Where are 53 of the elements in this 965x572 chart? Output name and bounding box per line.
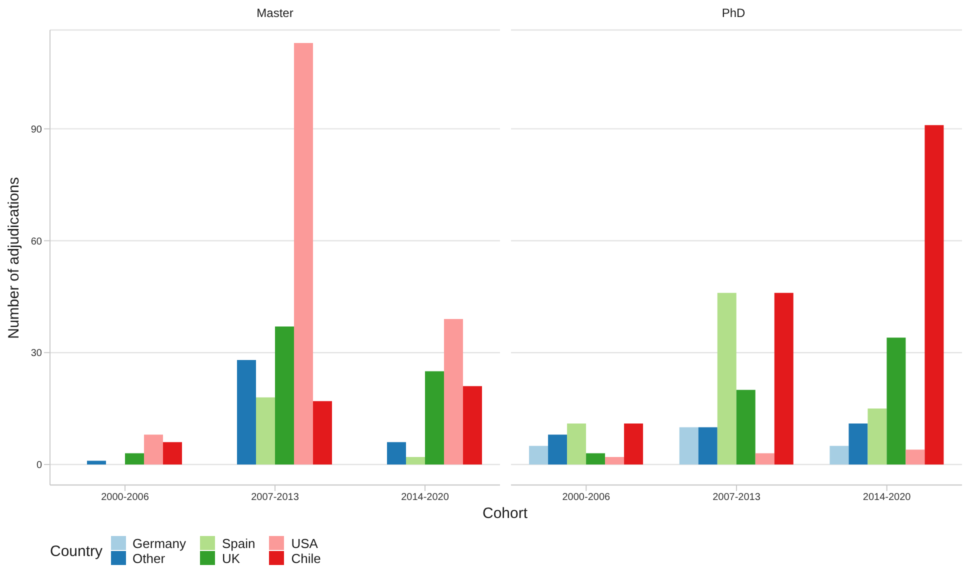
y-axis-title: Number of adjudications bbox=[6, 177, 22, 339]
x-tick-label: 2014-2020 bbox=[401, 492, 450, 504]
bar bbox=[87, 460, 106, 464]
x-axis-title: Cohort bbox=[481, 505, 529, 522]
x-tick-label: 2000-2006 bbox=[562, 492, 611, 504]
bar bbox=[717, 292, 736, 464]
bar bbox=[698, 427, 718, 464]
legend-label: Germany bbox=[132, 536, 186, 551]
bar bbox=[144, 434, 163, 464]
bar bbox=[294, 43, 313, 464]
bar bbox=[848, 423, 868, 464]
x-tick-label: 2014-2020 bbox=[862, 492, 912, 504]
bar bbox=[425, 371, 444, 464]
legend-title: Country bbox=[50, 542, 103, 560]
bar bbox=[886, 338, 906, 464]
bar bbox=[624, 423, 644, 464]
bar bbox=[774, 292, 794, 464]
y-tick-label: 30 bbox=[30, 348, 42, 360]
bar bbox=[830, 446, 849, 464]
y-tick-label: 90 bbox=[30, 124, 42, 136]
y-tick-label: 0 bbox=[36, 460, 42, 472]
bar bbox=[275, 326, 294, 464]
legend-label: UK bbox=[222, 551, 240, 566]
bar bbox=[256, 397, 275, 464]
bar bbox=[605, 457, 624, 464]
legend-label: USA bbox=[291, 536, 318, 551]
chart-title: Master bbox=[256, 6, 294, 20]
bar bbox=[567, 423, 586, 464]
legend-label: Spain bbox=[222, 536, 256, 551]
x-tick-label: 2000-2006 bbox=[101, 492, 150, 504]
y-tick-label: 60 bbox=[30, 236, 42, 248]
bar bbox=[868, 408, 887, 464]
bar bbox=[313, 401, 332, 464]
bar bbox=[586, 453, 606, 464]
bar bbox=[529, 446, 548, 464]
bar bbox=[406, 457, 425, 464]
legend-label: Chile bbox=[291, 551, 321, 566]
bar bbox=[548, 434, 568, 464]
bar bbox=[906, 450, 925, 464]
bar bbox=[125, 453, 144, 464]
bar bbox=[444, 319, 463, 464]
chart-title: PhD bbox=[720, 6, 746, 20]
bar bbox=[463, 386, 482, 464]
x-tick-label: 2007-2013 bbox=[251, 492, 300, 504]
bar bbox=[387, 442, 406, 464]
legend-label: Other bbox=[132, 551, 166, 566]
bar bbox=[736, 390, 756, 464]
bar bbox=[679, 427, 698, 464]
bar bbox=[755, 453, 774, 464]
bar bbox=[163, 442, 182, 464]
bar bbox=[237, 360, 256, 464]
x-tick-label: 2007-2013 bbox=[712, 492, 761, 504]
bar bbox=[924, 125, 944, 464]
